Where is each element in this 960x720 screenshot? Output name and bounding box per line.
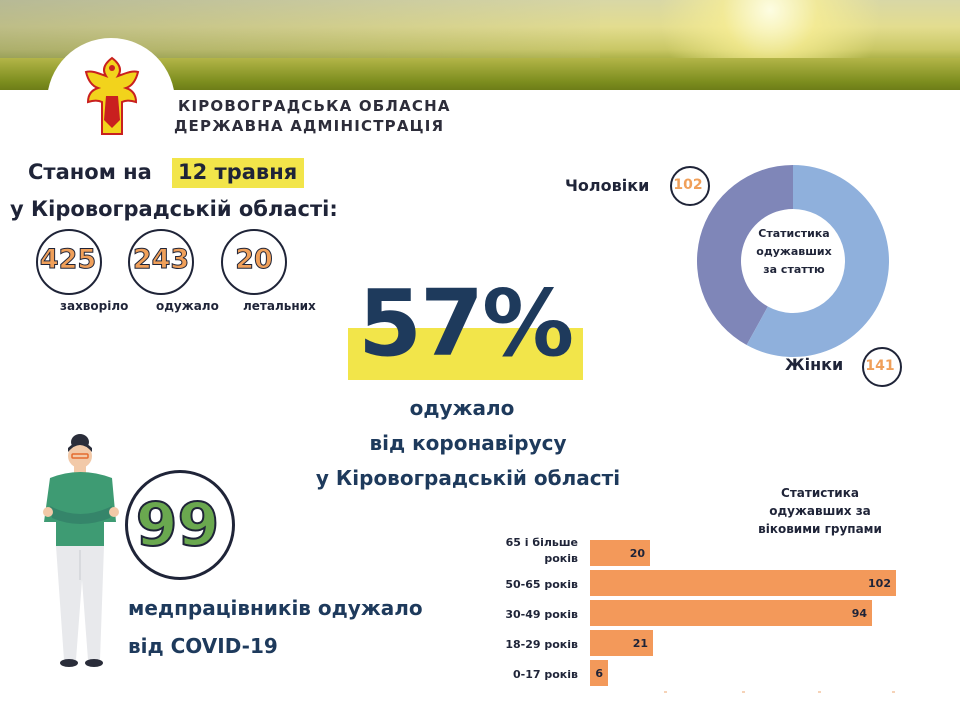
chart-tick-mark bbox=[892, 691, 895, 693]
date-prefix: Станом на bbox=[28, 160, 152, 184]
donut-segment-men bbox=[697, 165, 793, 346]
age-category-label: 50-65 років bbox=[505, 578, 578, 591]
percent-highlight bbox=[348, 328, 583, 380]
donut-title-line1: Статистика bbox=[758, 227, 830, 240]
donut-title-line3: за статтю bbox=[763, 263, 825, 276]
age-category-label: 30-49 років bbox=[505, 608, 578, 621]
donut-title-line2: одужавших bbox=[756, 245, 832, 258]
recovery-line3: у Кіровоградській області bbox=[315, 466, 621, 490]
age-category-label: 18-29 років bbox=[505, 638, 578, 651]
chart-tick-mark bbox=[818, 691, 821, 693]
medics-line1: медпрацівників одужало bbox=[128, 596, 423, 620]
chart-tick-mark bbox=[742, 691, 745, 693]
stat-infected-label: захворіло bbox=[60, 299, 129, 313]
recovery-line2: від коронавірусу bbox=[369, 431, 567, 455]
age-bar-value: 102 bbox=[868, 577, 891, 590]
age-category-label: 0-17 років bbox=[513, 668, 578, 681]
age-category-label: років bbox=[544, 552, 578, 565]
recovery-percent: 57% bbox=[358, 270, 574, 377]
women-label: Жінки bbox=[785, 355, 844, 374]
gender-donut-chart bbox=[697, 165, 889, 357]
age-bar-chart: 20 65 і більше років 102 50-65 років 94 30-49 … bbox=[505, 536, 896, 693]
men-value-circle bbox=[670, 166, 710, 206]
women-value-circle bbox=[862, 347, 902, 387]
age-chart-title-line3: віковими групами bbox=[758, 522, 882, 536]
medics-value-circle bbox=[125, 470, 235, 580]
age-bar bbox=[590, 570, 896, 596]
medics-recovered-value: 99 bbox=[135, 489, 221, 561]
age-bar-value: 94 bbox=[852, 607, 868, 620]
donut-center-label: Статистика одужавших за статтю bbox=[742, 225, 846, 279]
age-bar-value: 20 bbox=[630, 547, 646, 560]
region-title: у Кіровоградській області: bbox=[10, 197, 338, 221]
stat-circle-recovered bbox=[128, 229, 194, 295]
org-name-line1: КІРОВОГРАДСЬКА ОБЛАСНА bbox=[178, 97, 451, 115]
age-bar-value: 6 bbox=[595, 667, 603, 680]
stat-infected-value: 425 bbox=[39, 244, 97, 276]
age-bar-value: 21 bbox=[633, 637, 648, 650]
stat-recovered-label: одужало bbox=[156, 299, 219, 313]
recovery-line1: одужало bbox=[409, 396, 515, 420]
stat-deaths-value: 20 bbox=[235, 244, 274, 276]
stat-deaths-label: летальних bbox=[243, 299, 316, 313]
age-chart-title: Статистика одужавших за віковими групами bbox=[740, 484, 900, 538]
age-bar bbox=[590, 660, 608, 686]
age-category-label: 65 і більше bbox=[506, 536, 578, 549]
medics-line2: від COVID-19 bbox=[128, 634, 278, 658]
medic-illustration bbox=[43, 434, 119, 667]
report-date: 12 травня bbox=[178, 160, 298, 184]
age-bar bbox=[590, 540, 650, 566]
age-chart-title-line1: Статистика bbox=[781, 486, 859, 500]
emblem-logo-icon bbox=[84, 56, 140, 135]
date-highlight bbox=[172, 158, 304, 188]
stat-recovered-value: 243 bbox=[132, 244, 190, 276]
men-value: 102 bbox=[673, 177, 703, 193]
donut-segment-women bbox=[746, 165, 889, 357]
age-chart-title-line2: одужавших за bbox=[769, 504, 871, 518]
age-bar bbox=[590, 630, 653, 656]
men-label: Чоловіки bbox=[565, 176, 650, 195]
women-value: 141 bbox=[865, 358, 895, 374]
stat-circle-infected bbox=[36, 229, 102, 295]
chart-tick-mark bbox=[664, 691, 667, 693]
stat-circle-deaths bbox=[221, 229, 287, 295]
org-name-line2: ДЕРЖАВНА АДМІНІСТРАЦІЯ bbox=[174, 117, 445, 135]
age-bar bbox=[590, 600, 872, 626]
